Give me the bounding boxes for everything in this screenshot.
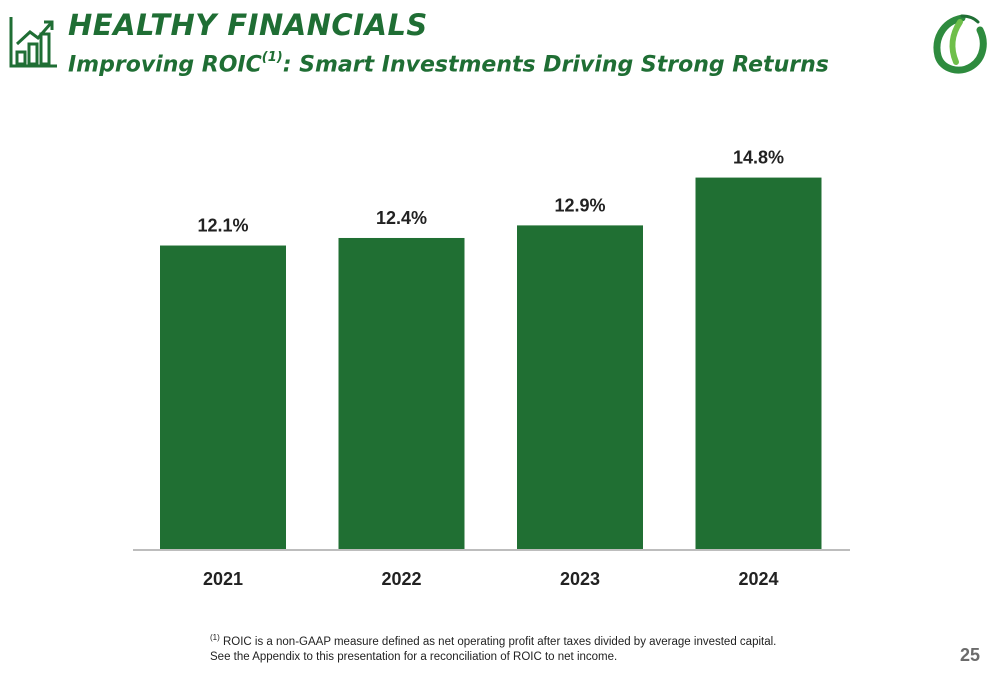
bars-layer <box>160 177 822 550</box>
bar-chart-growth-icon <box>9 17 57 68</box>
bar-value-label-2023: 12.9% <box>554 195 605 215</box>
subtitle-main: Improving ROIC <box>68 52 262 78</box>
x-tick-label-2022: 2022 <box>381 569 421 589</box>
bar-2024 <box>695 177 822 550</box>
page-subtitle: Improving ROIC(1): Smart Investments Dri… <box>68 50 829 78</box>
bar-2021 <box>160 245 286 550</box>
bar-value-label-2022: 12.4% <box>376 208 427 228</box>
x-tick-label-2023: 2023 <box>560 569 600 589</box>
subtitle-rest: : Smart Investments Driving Strong Retur… <box>282 52 829 78</box>
footnote-text-1: ROIC is a non-GAAP measure defined as ne… <box>222 635 777 648</box>
footnote-line-2: See the Appendix to this presentation fo… <box>210 650 618 663</box>
bar-2023 <box>517 225 643 550</box>
x-tick-label-2024: 2024 <box>738 569 778 589</box>
bar-value-label-2021: 12.1% <box>197 216 248 236</box>
footnote: (1) ROIC is a non-GAAP measure defined a… <box>210 630 776 665</box>
x-tick-label-2021: 2021 <box>203 569 243 589</box>
subtitle-footnote-ref: (1) <box>261 50 283 65</box>
leaf-logo <box>933 14 987 74</box>
footnote-line-1: (1) ROIC is a non-GAAP measure defined a… <box>210 630 776 650</box>
bar-2022 <box>338 237 465 550</box>
bar-value-label-2024: 14.8% <box>733 148 784 168</box>
page-number: 25 <box>960 645 981 665</box>
labels-layer: 12.1% 2021 12.4% 2022 12.9% 2023 14.8% 2024 <box>197 148 784 589</box>
page-title: HEALTHY FINANCIALS <box>68 8 428 42</box>
footnote-marker: (1) <box>210 633 220 642</box>
